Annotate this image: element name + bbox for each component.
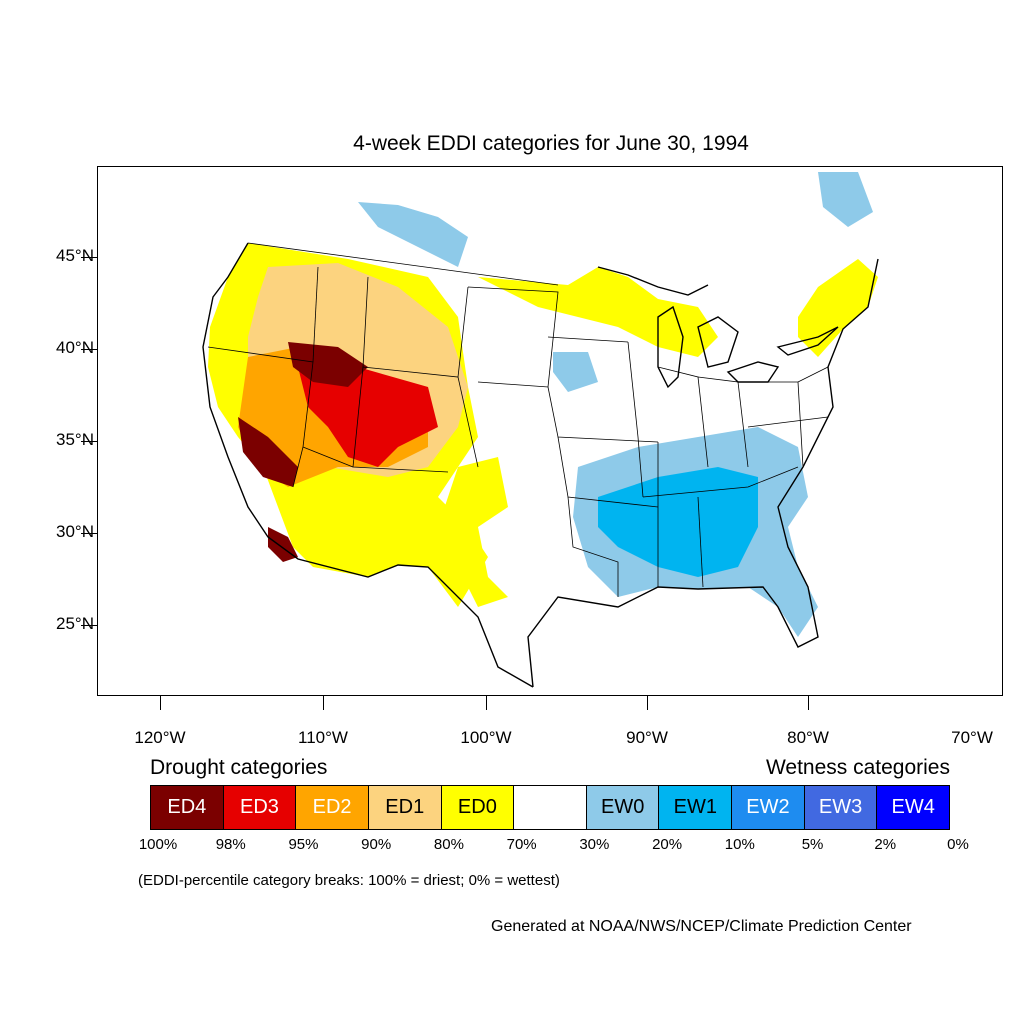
lon-tick-120 (160, 696, 161, 710)
percent-break-label: 80% (433, 836, 464, 853)
lon-tick-80 (808, 696, 809, 710)
lon-label-110: 110°W (298, 728, 348, 747)
legend-segment-ed3: ED3 (223, 786, 297, 829)
lat-label-25: 25°N (56, 614, 94, 633)
ew1-region-southeast (598, 467, 758, 577)
ew0-region-canada-east (818, 172, 873, 227)
lon-tick-110 (323, 696, 324, 710)
ed3-region-west (298, 367, 438, 467)
legend-segment-ew2: EW2 (732, 786, 805, 829)
credit-line: Generated at NOAA/NWS/NCEP/Climate Predi… (491, 918, 912, 935)
percent-break-label: 2% (874, 836, 897, 853)
lat-tick-40 (81, 349, 97, 350)
lon-label-120: 120°W (134, 728, 186, 747)
legend-segment-ew4: EW4 (877, 786, 950, 829)
legend-segment-ed1: ED1 (368, 786, 442, 829)
lat-label-30: 30°N (56, 522, 94, 541)
lon-tick-100 (486, 696, 487, 710)
category-note: (EDDI-percentile category breaks: 100% =… (138, 872, 560, 889)
lon-label-90: 90°W (626, 728, 668, 747)
ew0-region-midwest (553, 352, 598, 392)
ew0-region-canada-west (358, 202, 468, 267)
percent-break-label: 30% (579, 836, 610, 853)
lon-label-100: 100°W (460, 728, 512, 747)
lon-label-70: 70°W (951, 728, 993, 747)
legend-segment-ed0: ED0 (441, 786, 515, 829)
ed4-region-southwest (238, 417, 298, 487)
legend-segment-ew0: EW0 (586, 786, 660, 829)
lat-label-45: 45°N (56, 246, 94, 265)
percent-break-label: 98% (215, 836, 246, 853)
eddi-map (97, 166, 1003, 696)
percent-break-label: 90% (361, 836, 392, 853)
legend-segment-ew1: EW1 (659, 786, 733, 829)
legend-segment-ed4: ED4 (151, 786, 224, 829)
legend-segment-neutral (514, 786, 587, 829)
percent-break-label: 20% (652, 836, 683, 853)
percent-break-label: 5% (801, 836, 824, 853)
lat-label-35: 35°N (56, 430, 94, 449)
percent-break-label: 0% (947, 836, 969, 853)
lat-tick-25 (81, 625, 97, 626)
legend-segment-ew3: EW3 (804, 786, 878, 829)
state-borders (207, 242, 829, 597)
percent-break-label: 10% (724, 836, 755, 853)
percent-break-label: 70% (506, 836, 537, 853)
eddi-map-canvas (202, 172, 879, 688)
ed0-region-northeast (798, 259, 878, 357)
percent-break-label: 95% (288, 836, 319, 853)
lat-tick-30 (81, 533, 97, 534)
percent-break-label: 100% (138, 836, 178, 853)
map-title: 4-week EDDI categories for June 30, 1994 (353, 132, 749, 155)
lat-tick-45 (81, 257, 97, 258)
lon-tick-90 (647, 696, 648, 710)
lat-label-40: 40°N (56, 338, 94, 357)
legend-segment-ed2: ED2 (296, 786, 369, 829)
lat-tick-35 (81, 441, 97, 442)
ed0-region-texas (438, 457, 508, 607)
drought-categories-heading: Drought categories (150, 756, 328, 779)
category-legend-bar: ED4 ED3 ED2 ED1 ED0 EW0 EW1 EW2 EW3 EW4 (150, 785, 950, 830)
wetness-categories-heading: Wetness categories (765, 756, 950, 779)
ed4-region-northutah (288, 342, 368, 387)
lon-label-80: 80°W (787, 728, 829, 747)
